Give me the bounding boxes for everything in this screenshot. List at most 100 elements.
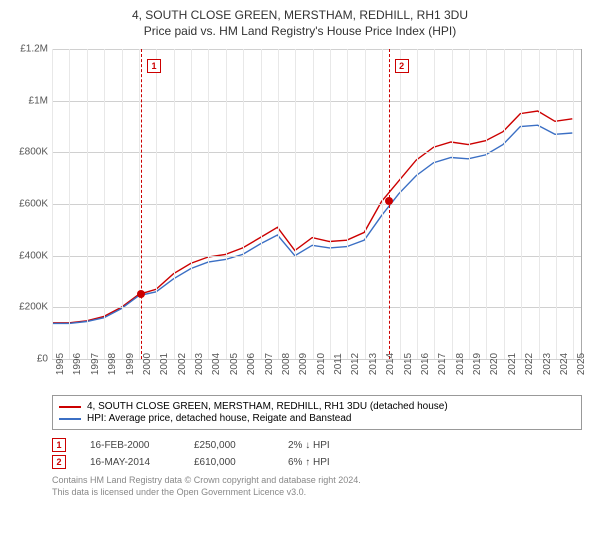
- y-axis-label: £1.2M: [12, 44, 48, 55]
- gridline-vertical: [539, 49, 540, 359]
- y-axis-label: £1M: [12, 95, 48, 106]
- gridline-vertical: [556, 49, 557, 359]
- transactions-list: 1 16-FEB-2000 £250,000 2% ↓ HPI 2 16-MAY…: [52, 438, 588, 469]
- gridline-vertical: [208, 49, 209, 359]
- x-axis-label: 2005: [229, 353, 240, 375]
- gridline-vertical: [469, 49, 470, 359]
- legend-box: 4, SOUTH CLOSE GREEN, MERSTHAM, REDHILL,…: [52, 395, 582, 430]
- transaction-badge: 2: [52, 455, 66, 469]
- y-axis-label: £0: [12, 354, 48, 365]
- x-axis-label: 2002: [177, 353, 188, 375]
- plot-region: 12: [52, 49, 582, 359]
- gridline-vertical: [87, 49, 88, 359]
- gridline-vertical: [226, 49, 227, 359]
- gridline-horizontal: [52, 307, 581, 308]
- x-axis-label: 2010: [316, 353, 327, 375]
- y-axis-label: £800K: [12, 147, 48, 158]
- gridline-vertical: [69, 49, 70, 359]
- x-axis-label: 2024: [559, 353, 570, 375]
- x-axis-label: 2021: [507, 353, 518, 375]
- x-axis-label: 2016: [420, 353, 431, 375]
- gridline-vertical: [417, 49, 418, 359]
- transaction-date: 16-FEB-2000: [90, 440, 170, 451]
- gridline-horizontal: [52, 204, 581, 205]
- x-axis-label: 2018: [455, 353, 466, 375]
- gridline-horizontal: [52, 256, 581, 257]
- x-axis-label: 2025: [576, 353, 587, 375]
- reference-line: [141, 49, 142, 359]
- transaction-row: 1 16-FEB-2000 £250,000 2% ↓ HPI: [52, 438, 588, 452]
- gridline-vertical: [295, 49, 296, 359]
- gridline-vertical: [365, 49, 366, 359]
- data-marker-dot: [385, 197, 393, 205]
- x-axis-label: 2003: [194, 353, 205, 375]
- chart-container: 4, SOUTH CLOSE GREEN, MERSTHAM, REDHILL,…: [0, 0, 600, 560]
- legend-label: 4, SOUTH CLOSE GREEN, MERSTHAM, REDHILL,…: [87, 401, 448, 412]
- gridline-horizontal: [52, 101, 581, 102]
- transaction-badge: 1: [52, 438, 66, 452]
- transaction-price: £250,000: [194, 440, 264, 451]
- transaction-row: 2 16-MAY-2014 £610,000 6% ↑ HPI: [52, 455, 588, 469]
- x-axis-label: 2000: [142, 353, 153, 375]
- gridline-vertical: [330, 49, 331, 359]
- y-axis-label: £200K: [12, 302, 48, 313]
- gridline-vertical: [313, 49, 314, 359]
- gridline-vertical: [573, 49, 574, 359]
- x-axis-label: 2011: [333, 353, 344, 375]
- x-axis-label: 2009: [298, 353, 309, 375]
- x-axis-label: 1997: [90, 353, 101, 375]
- x-axis-label: 1996: [72, 353, 83, 375]
- reference-badge: 1: [147, 59, 161, 73]
- chart-titles: 4, SOUTH CLOSE GREEN, MERSTHAM, REDHILL,…: [12, 8, 588, 38]
- reference-badge: 2: [395, 59, 409, 73]
- x-axis-label: 2008: [281, 353, 292, 375]
- gridline-vertical: [191, 49, 192, 359]
- gridline-horizontal: [52, 49, 581, 50]
- gridline-vertical: [122, 49, 123, 359]
- legend-item: HPI: Average price, detached house, Reig…: [59, 413, 575, 424]
- x-axis-label: 2001: [159, 353, 170, 375]
- gridline-vertical: [243, 49, 244, 359]
- y-axis-label: £400K: [12, 250, 48, 261]
- gridline-vertical: [156, 49, 157, 359]
- chart-title: 4, SOUTH CLOSE GREEN, MERSTHAM, REDHILL,…: [12, 8, 588, 22]
- x-axis-label: 2006: [246, 353, 257, 375]
- gridline-vertical: [400, 49, 401, 359]
- gridline-vertical: [174, 49, 175, 359]
- transaction-change: 6% ↑ HPI: [288, 457, 358, 468]
- transaction-price: £610,000: [194, 457, 264, 468]
- gridline-vertical: [521, 49, 522, 359]
- x-axis-label: 2023: [542, 353, 553, 375]
- chart-area: 12 £0£200K£400K£600K£800K£1M£1.2M1995199…: [12, 44, 588, 389]
- legend-swatch: [59, 406, 81, 408]
- gridline-vertical: [486, 49, 487, 359]
- attribution-line: Contains HM Land Registry data © Crown c…: [52, 475, 588, 487]
- x-axis-label: 1999: [125, 353, 136, 375]
- legend-label: HPI: Average price, detached house, Reig…: [87, 413, 351, 424]
- transaction-change: 2% ↓ HPI: [288, 440, 358, 451]
- data-marker-dot: [137, 290, 145, 298]
- legend-swatch: [59, 418, 81, 420]
- x-axis-label: 2007: [264, 353, 275, 375]
- gridline-vertical: [382, 49, 383, 359]
- x-axis-label: 2020: [489, 353, 500, 375]
- x-axis-label: 2015: [403, 353, 414, 375]
- gridline-vertical: [139, 49, 140, 359]
- x-axis-label: 2012: [350, 353, 361, 375]
- x-axis-label: 2017: [437, 353, 448, 375]
- x-axis-label: 2022: [524, 353, 535, 375]
- gridline-vertical: [278, 49, 279, 359]
- x-axis-label: 2013: [368, 353, 379, 375]
- attribution-line: This data is licensed under the Open Gov…: [52, 487, 588, 499]
- gridline-horizontal: [52, 152, 581, 153]
- x-axis-label: 1998: [107, 353, 118, 375]
- x-axis-label: 2019: [472, 353, 483, 375]
- transaction-date: 16-MAY-2014: [90, 457, 170, 468]
- gridline-vertical: [104, 49, 105, 359]
- gridline-vertical: [261, 49, 262, 359]
- x-axis-label: 2004: [211, 353, 222, 375]
- attribution-text: Contains HM Land Registry data © Crown c…: [52, 475, 588, 498]
- chart-subtitle: Price paid vs. HM Land Registry's House …: [12, 24, 588, 38]
- gridline-vertical: [434, 49, 435, 359]
- gridline-vertical: [504, 49, 505, 359]
